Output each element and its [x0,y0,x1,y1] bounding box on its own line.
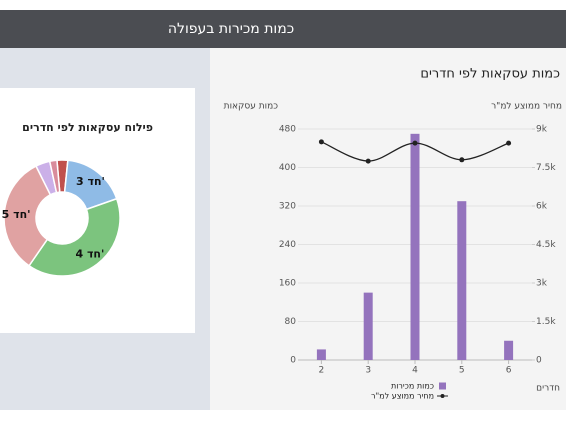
y2-tick-label: 6k [536,202,548,212]
price-point [318,139,324,145]
donut-slice [3,165,52,267]
legend-swatch [439,382,446,390]
x-tick-label: 6 [506,366,512,376]
y2-tick-label: 9k [536,125,548,135]
slice-label: 5 חד' [2,208,31,221]
x-tick-label: 2 [319,366,325,376]
x-axis-label: חדרים [536,384,560,394]
price-point [459,157,465,163]
donut-slice [28,197,121,277]
y2-tick-label: 4.5k [536,240,556,250]
bar [363,292,373,360]
header-title: כמות מכירות בעפולה [168,21,294,37]
y2-tick-label: 0 [536,356,542,366]
bar [316,349,326,360]
slice-label: 3 חד' [76,175,105,188]
chart-title: כמות עסקאות לפי חדרים [420,67,560,82]
y-axis-label: כמות עסקאות [224,102,279,112]
y-tick-label: 480 [279,125,296,135]
donut-title: פילוח עסקאות לפי חדרים [22,121,153,134]
legend-dot [440,394,445,398]
y2-tick-label: 1.5k [536,317,556,327]
y2-axis-label: מחיר ממוצע למ"ר [491,102,562,112]
y-tick-label: 0 [290,356,296,366]
slice-label: 4 חד' [75,248,104,261]
y-tick-label: 320 [279,202,296,212]
price-point [506,140,512,146]
bar [457,201,467,360]
bar [410,133,420,360]
y2-tick-label: 3k [536,279,548,289]
price-point [412,140,418,146]
y-tick-label: 80 [285,317,297,327]
y-tick-label: 240 [279,240,296,250]
y2-tick-label: 7.5k [536,163,556,173]
donut-slice [48,159,61,194]
y-tick-label: 160 [279,279,296,289]
header-bar [0,10,566,48]
x-tick-label: 3 [365,366,371,376]
legend-label: מחיר ממוצע למ"ר [371,392,434,401]
price-point [365,158,371,164]
x-tick-label: 4 [412,366,418,376]
y-tick-label: 400 [279,163,296,173]
x-tick-label: 5 [459,366,465,376]
bar [504,340,514,360]
legend-label: כמות מכירות [391,382,434,391]
